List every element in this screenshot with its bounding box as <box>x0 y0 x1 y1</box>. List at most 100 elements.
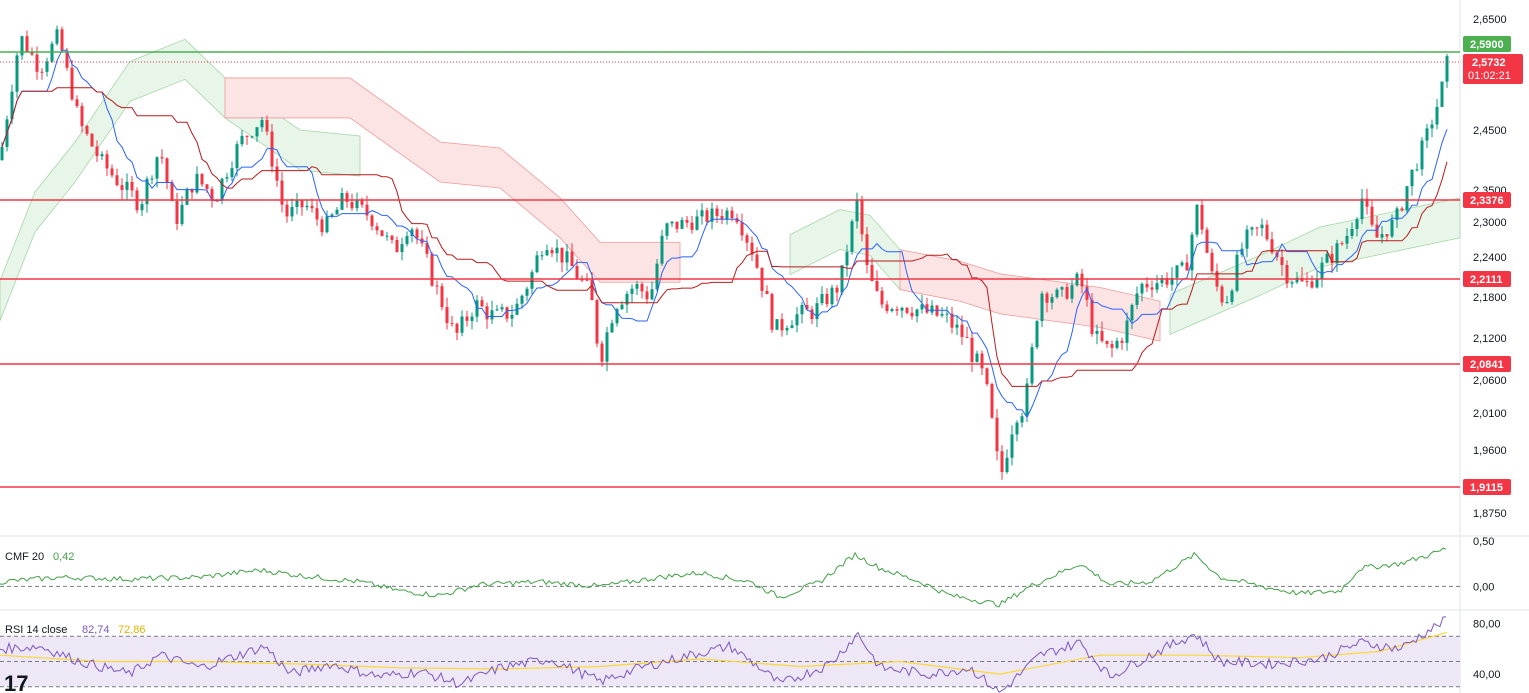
candle-body <box>1370 206 1374 225</box>
candle-body <box>920 304 924 310</box>
price-tick-label: 1,8750 <box>1473 508 1507 520</box>
candle-body <box>555 247 559 254</box>
price-tick-label: 2,2400 <box>1473 252 1507 264</box>
candle-body <box>1440 81 1444 107</box>
candle-body <box>1080 273 1084 287</box>
candle-body <box>485 306 489 320</box>
price-badge-text: 2,0841 <box>1470 359 1504 371</box>
candle-body <box>0 146 4 160</box>
candle-body <box>865 234 869 265</box>
candle-body <box>315 208 319 220</box>
candle-body <box>265 119 269 132</box>
candle-body <box>885 304 889 312</box>
candle-body <box>320 219 324 233</box>
candle-body <box>710 208 714 222</box>
candle-body <box>890 309 894 312</box>
candle-body <box>805 305 809 310</box>
rsi-tick-label: 80,00 <box>1473 619 1501 631</box>
candle-body <box>170 182 174 202</box>
candle-body <box>585 279 589 281</box>
candle-body <box>1035 321 1039 348</box>
candle-body <box>1280 257 1284 265</box>
price-badge-text: 2,3376 <box>1470 195 1504 207</box>
candle-body <box>285 204 289 217</box>
candle-body <box>230 168 234 178</box>
candle-body <box>1070 285 1074 299</box>
candle-body <box>600 343 604 362</box>
candle-body <box>1425 128 1429 141</box>
candle-body <box>430 253 434 286</box>
candle-body <box>1030 347 1034 384</box>
candle-body <box>105 154 109 169</box>
candle-body <box>280 180 284 205</box>
candle-body <box>525 288 529 296</box>
candle-body <box>690 222 694 230</box>
candle-body <box>1180 262 1184 266</box>
candle-body <box>90 133 94 147</box>
candle-body <box>815 303 819 320</box>
candle-body <box>670 221 674 224</box>
candle-body <box>150 178 154 180</box>
candle-body <box>910 312 914 317</box>
candle-body <box>1150 287 1154 290</box>
candle-body <box>115 175 119 186</box>
candle-body <box>1330 253 1334 264</box>
candle-body <box>1165 277 1169 285</box>
candle-body <box>1400 208 1404 211</box>
candle-body <box>850 221 854 252</box>
candle-body <box>1045 293 1049 303</box>
candle-body <box>795 314 799 326</box>
candle-body <box>770 294 774 330</box>
candle-body <box>180 204 184 224</box>
candle-body <box>1095 331 1099 334</box>
cloud-bear-0 <box>224 77 681 283</box>
candle-body <box>1395 208 1399 220</box>
candle-body <box>1135 293 1139 305</box>
candle-body <box>220 178 224 201</box>
candle-body <box>725 210 729 220</box>
candle-body <box>1205 229 1209 253</box>
candle-body <box>390 235 394 240</box>
candle-body <box>360 199 364 205</box>
candle-body <box>235 144 239 169</box>
candle-body <box>490 310 494 320</box>
candle-body <box>1295 277 1299 283</box>
candle-body <box>1265 224 1269 240</box>
candle-body <box>355 199 359 209</box>
candle-body <box>415 229 419 239</box>
horizontal-levels[interactable] <box>0 51 1460 488</box>
candle-body <box>1230 290 1234 302</box>
candle-body <box>140 204 144 211</box>
candle-body <box>570 251 574 267</box>
candle-body <box>1285 264 1289 284</box>
candle-body <box>900 307 904 311</box>
candle-body <box>875 281 879 291</box>
price-tick-label: 2,1800 <box>1473 292 1507 304</box>
candle-body <box>810 309 814 320</box>
candle-body <box>1090 299 1094 334</box>
candle-body <box>870 264 874 282</box>
countdown-text: 01:02:21 <box>1468 70 1511 82</box>
price-badge <box>1463 36 1511 52</box>
price-tick-label: 2,6500 <box>1473 14 1507 26</box>
candle-body <box>1305 281 1309 283</box>
candle-body <box>780 319 784 331</box>
cmf-panel: 0,50 0,00 <box>0 536 1494 608</box>
ichimoku-lines <box>1 49 1448 419</box>
last-price-text: 2,5732 <box>1472 57 1506 69</box>
candle-body <box>1210 252 1214 272</box>
candle-body <box>100 154 104 157</box>
candle-body <box>825 293 829 305</box>
candle-body <box>650 289 654 300</box>
candle-body <box>330 214 334 217</box>
rsi-ma-line <box>0 631 1448 675</box>
price-badge <box>1463 271 1511 287</box>
candle-body <box>365 204 369 216</box>
price-tick-label: 2,3000 <box>1473 217 1507 229</box>
candle-body <box>1290 282 1294 284</box>
candle-body <box>1325 253 1329 263</box>
candle-body <box>580 279 584 281</box>
candle-body <box>930 305 934 313</box>
last-price-badge <box>1463 54 1523 84</box>
